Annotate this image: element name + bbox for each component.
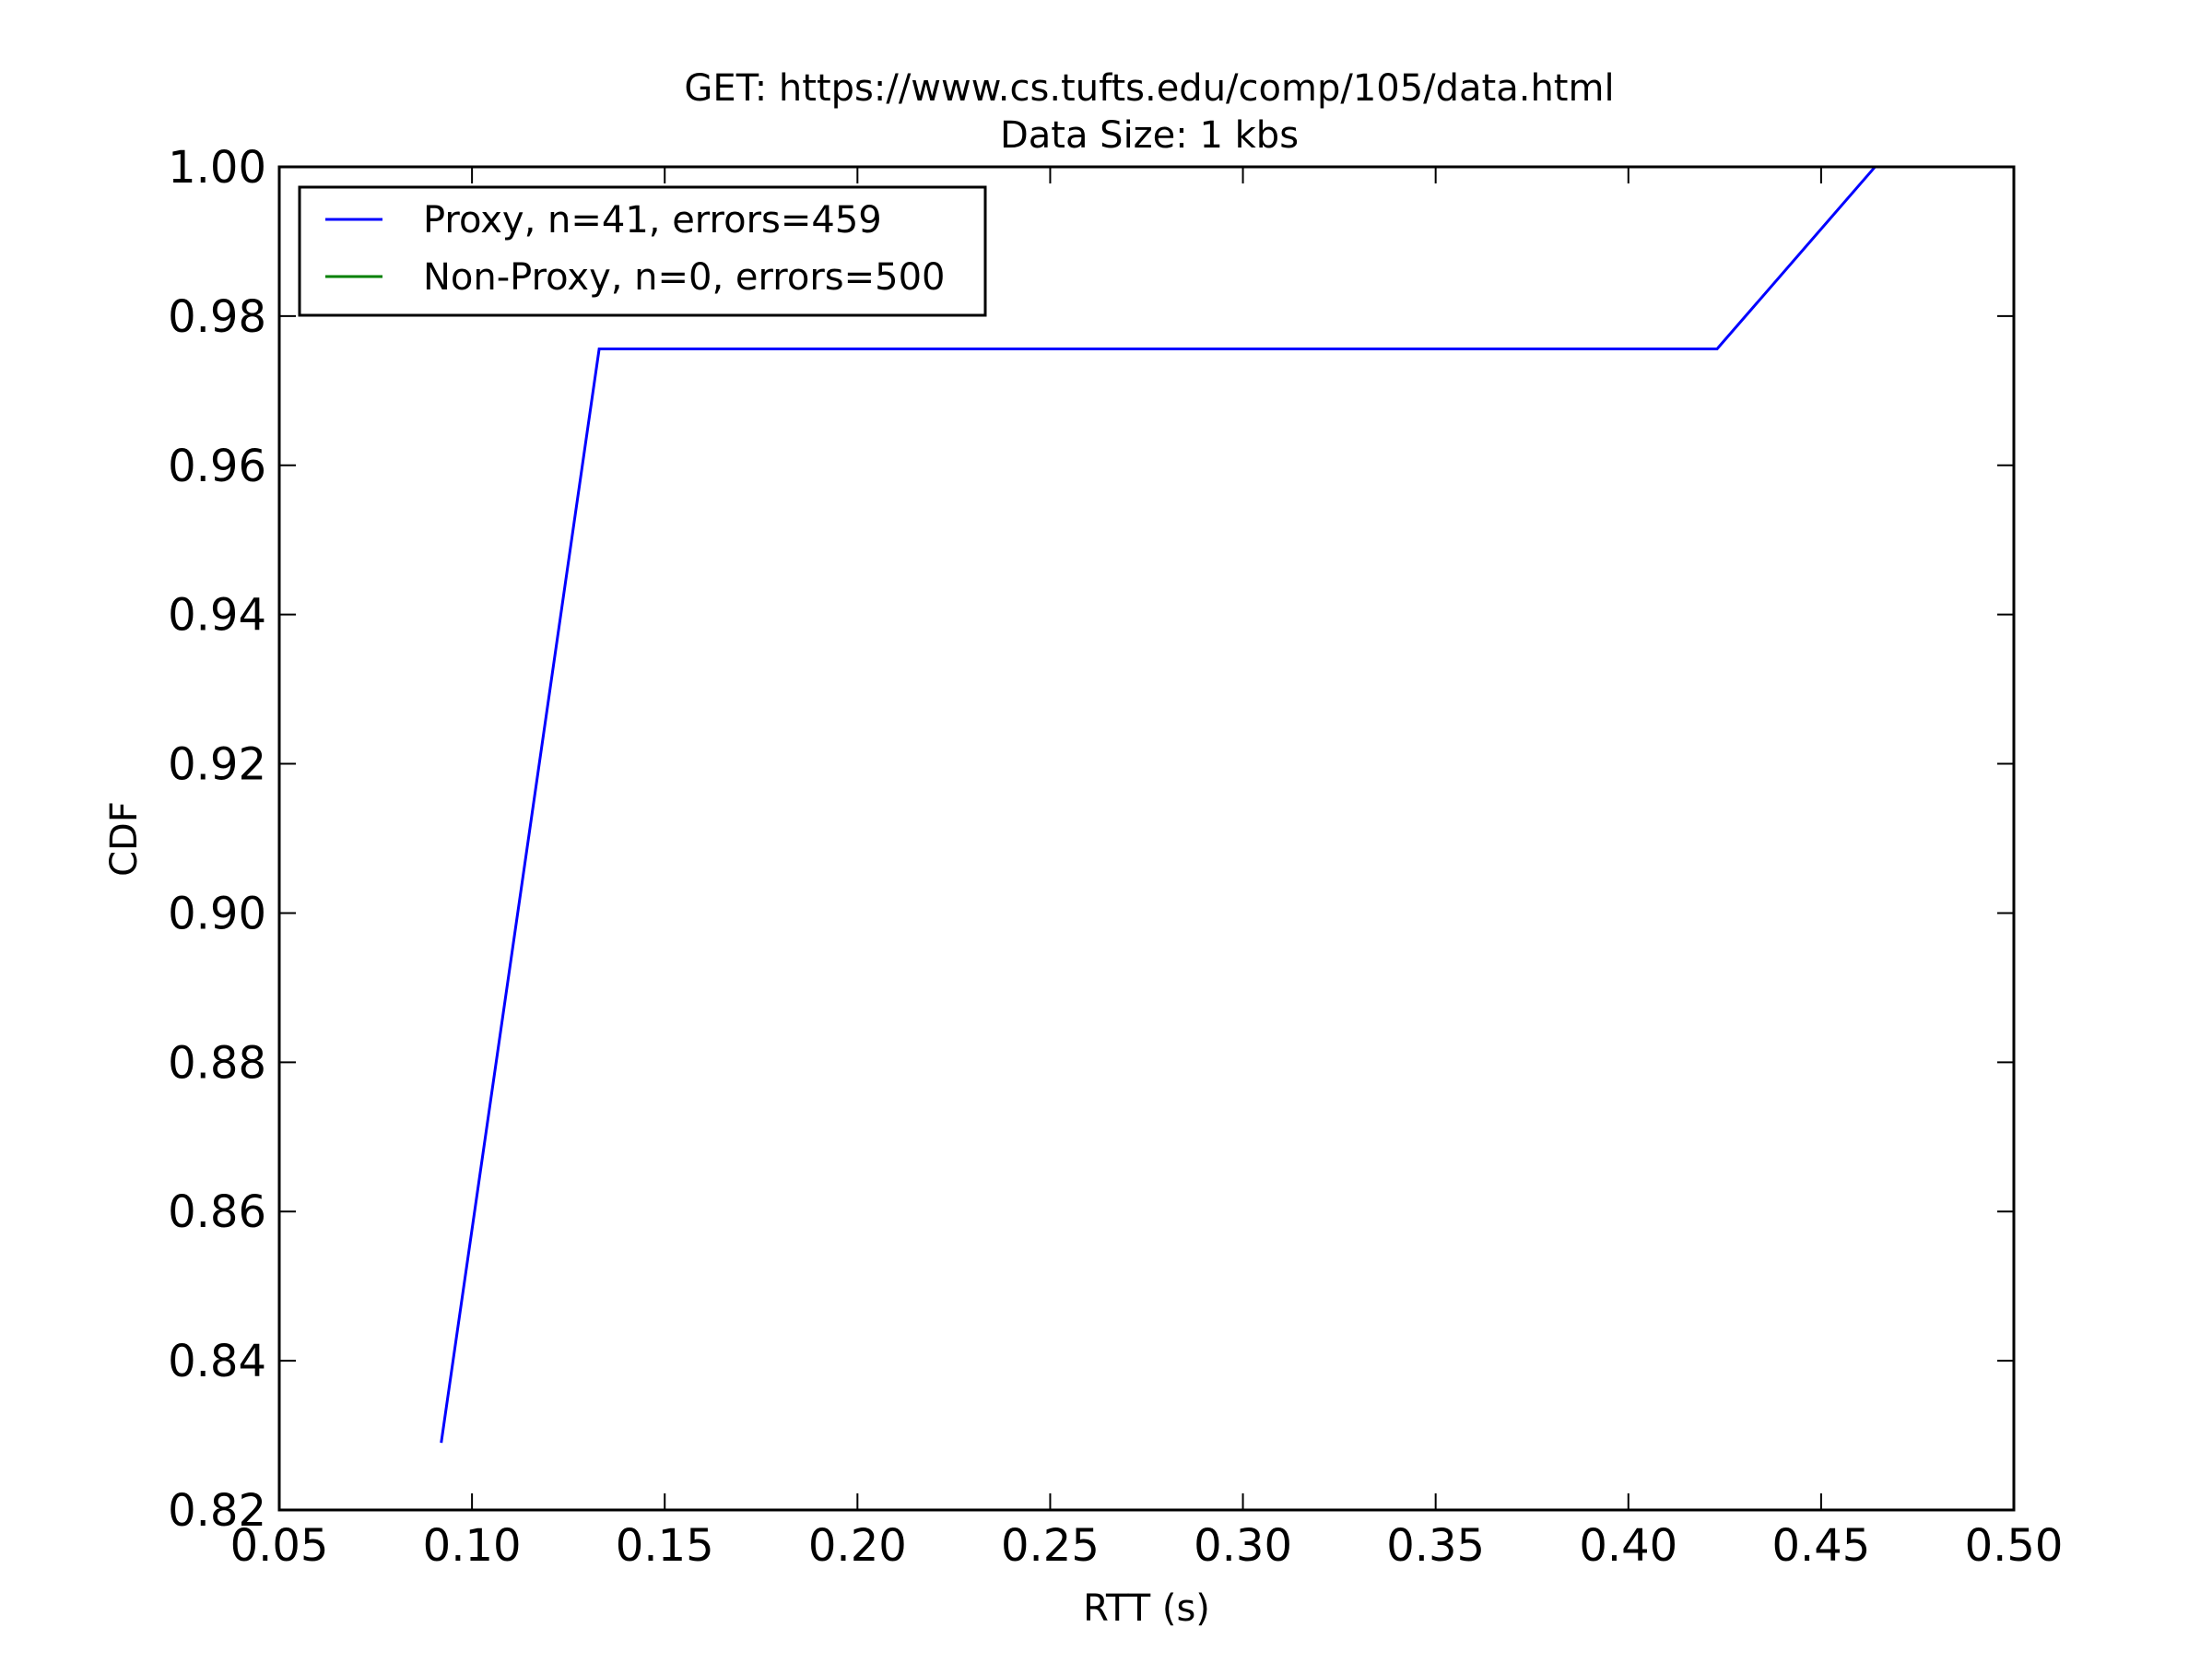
x-tick-label: 0.45 [1771, 1520, 1870, 1572]
x-tick-label: 0.20 [808, 1520, 907, 1572]
x-tick-label: 0.30 [1194, 1520, 1292, 1572]
x-tick-label: 0.40 [1579, 1520, 1677, 1572]
series-line-proxy [440, 166, 1877, 1444]
y-axis-label: CDF [103, 801, 146, 877]
x-axis-ticks: 0.05 0.10 0.15 0.20 0.25 0.30 0.35 0.40 0.45 0.50 [230, 167, 2064, 1572]
y-tick-label: 0.90 [168, 888, 266, 939]
legend-label-proxy: Proxy, n=41, errors=459 [423, 199, 882, 242]
y-tick-label: 0.88 [168, 1037, 266, 1089]
y-tick-label: 1.00 [168, 142, 266, 194]
y-tick-label: 0.94 [168, 590, 266, 642]
y-tick-label: 0.82 [168, 1485, 266, 1537]
legend-label-non-proxy: Non-Proxy, n=0, errors=500 [423, 256, 945, 299]
y-axis-ticks: 0.82 0.84 0.86 0.88 0.90 0.92 0.94 0.96 0.98 1.00 [168, 142, 2014, 1537]
x-tick-label: 0.05 [230, 1520, 329, 1572]
x-tick-label: 0.50 [1965, 1520, 2064, 1572]
legend-box [298, 185, 987, 317]
y-tick-label: 0.86 [168, 1186, 266, 1238]
chart-subtitle: Data Size: 1 kbs [1000, 114, 1299, 157]
x-tick-label: 0.10 [423, 1520, 522, 1572]
y-tick-label: 0.84 [168, 1336, 266, 1387]
x-tick-label: 0.15 [616, 1520, 714, 1572]
y-tick-label: 0.92 [168, 739, 266, 791]
y-tick-label: 0.96 [168, 441, 266, 492]
x-tick-label: 0.25 [1001, 1520, 1100, 1572]
legend: Proxy, n=41, errors=459 Non-Proxy, n=0, … [298, 185, 987, 317]
series-layer [440, 166, 1877, 1444]
chart-title: GET: https://www.cs.tufts.edu/comp/105/d… [684, 67, 1614, 110]
x-tick-label: 0.35 [1386, 1520, 1485, 1572]
y-tick-label: 0.98 [168, 291, 266, 343]
plot-area-frame [277, 165, 2016, 1512]
x-axis-label: RTT (s) [1083, 1587, 1210, 1630]
